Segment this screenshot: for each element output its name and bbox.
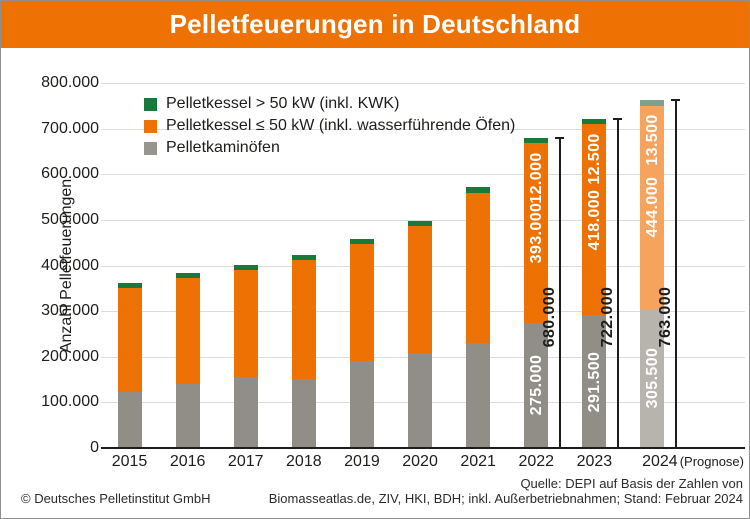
forecast-note: (Prognose) xyxy=(679,454,744,469)
x-tick-label: 2020 xyxy=(402,453,438,470)
bar-total-label: 763.000 xyxy=(657,286,675,348)
bar-segment xyxy=(233,377,258,448)
total-bracket-line xyxy=(675,99,678,448)
bar-segment xyxy=(524,322,549,448)
bar-segment xyxy=(349,243,374,362)
x-tick-label: 2015 xyxy=(111,453,148,470)
bar-segment xyxy=(466,187,491,193)
bar-segment xyxy=(291,259,316,380)
y-tick-label: 800.000 xyxy=(41,74,99,91)
bar-segment xyxy=(582,315,607,448)
total-bracket-line xyxy=(559,137,562,448)
legend: Pelletkessel > 50 kW (inkl. KWK) Pelletke… xyxy=(144,93,515,159)
legend-item: Pelletkessel ≤ 50 kW (inkl. wasserführen… xyxy=(144,115,515,137)
total-bracket-cap xyxy=(613,117,623,120)
bar-segment xyxy=(524,143,549,323)
forecast-year: 2024 xyxy=(642,453,678,470)
legend-swatch-icon xyxy=(144,141,157,155)
bar-segment xyxy=(349,238,374,244)
legend-label: Pelletkessel > 50 kW (inkl. KWK) xyxy=(166,95,400,112)
chart-header: Pelletfeuerungen in Deutschland xyxy=(1,1,749,48)
y-tick-label: 500.000 xyxy=(41,210,99,228)
bar-segment xyxy=(640,99,665,107)
legend-swatch-icon xyxy=(144,119,157,133)
bar-segment xyxy=(117,391,142,448)
legend-label: Pelletkaminöfen xyxy=(166,139,280,156)
bar-segment xyxy=(233,269,258,378)
gridline xyxy=(101,174,745,176)
copyright-text: © Deutsches Pelletinstitut GmbH xyxy=(21,491,211,506)
total-bracket-cap xyxy=(671,98,681,101)
bar-value-label: 393.000 xyxy=(528,202,546,264)
total-bracket-cap xyxy=(555,136,565,139)
x-tick-label: 2019 xyxy=(344,453,380,470)
bar-segment xyxy=(466,192,491,343)
bar-segment xyxy=(640,106,665,309)
bar-segment xyxy=(582,124,607,315)
bar-segment xyxy=(291,254,316,260)
source-line-1: Quelle: DEPI auf Basis der Zahlen von xyxy=(520,476,743,491)
x-axis-line xyxy=(101,447,745,449)
bar-segment xyxy=(117,283,142,288)
legend-swatch-icon xyxy=(144,97,157,111)
bar-segment xyxy=(408,352,433,448)
bar-value-label: 444.000 xyxy=(644,177,662,238)
y-tick-label: 400.000 xyxy=(41,256,99,274)
bar-segment xyxy=(582,118,607,125)
bar-segment xyxy=(349,361,374,448)
x-tick-label: 2017 xyxy=(227,453,264,470)
chart-title: Pelletfeuerungen in Deutschland xyxy=(169,9,581,39)
bar-value-label: 305.500 xyxy=(644,347,662,409)
bar-segment xyxy=(640,308,665,448)
total-bracket-line xyxy=(617,118,620,448)
bar-value-label: 12.000 xyxy=(528,152,546,204)
bar-value-label: 418.000 xyxy=(586,189,604,250)
bar-segment xyxy=(291,379,316,448)
y-tick-label: 700.000 xyxy=(41,119,99,137)
legend-item: Pelletkaminöfen xyxy=(144,137,515,159)
bar-value-label: 275.000 xyxy=(528,354,546,416)
bar-segment xyxy=(524,137,549,144)
gridline xyxy=(101,128,745,130)
bar-value-label: 291.500 xyxy=(586,351,604,412)
bar-value-label: 13.500 xyxy=(644,114,662,166)
gridline xyxy=(101,83,745,84)
bar-total-label: 680.000 xyxy=(541,286,559,348)
x-tick-label: 2023 xyxy=(576,453,613,470)
source-text: Quelle: DEPI auf Basis der Zahlen von Bi… xyxy=(269,476,743,506)
y-tick-label: 600.000 xyxy=(41,165,99,183)
y-tick-label: 100.000 xyxy=(41,393,99,411)
legend-item: Pelletkessel > 50 kW (inkl. KWK) xyxy=(144,93,515,115)
bar-segment xyxy=(408,226,433,353)
x-tick-label: 2022 xyxy=(518,453,555,470)
bar-segment xyxy=(175,383,200,448)
x-tick-label-forecast: 2024 (Prognose) xyxy=(642,453,744,471)
bar-segment xyxy=(466,342,491,448)
bar-segment xyxy=(408,221,433,227)
bar-total-label: 722.000 xyxy=(599,286,617,348)
y-tick-label: 0 xyxy=(90,439,99,456)
bar-segment xyxy=(233,265,258,270)
bar-segment xyxy=(175,277,200,384)
y-tick-label: 200.000 xyxy=(41,347,99,365)
x-tick-label: 2018 xyxy=(286,453,322,470)
y-tick-label: 300.000 xyxy=(41,302,99,320)
bar-segment xyxy=(175,273,200,278)
x-tick-label: 2021 xyxy=(460,453,496,470)
bar-value-label: 12.500 xyxy=(586,132,604,185)
x-tick-label: 2016 xyxy=(169,453,206,470)
source-line-2: Biomasseatlas.de, ZIV, HKI, BDH; inkl. A… xyxy=(268,491,743,506)
gridline xyxy=(101,219,745,221)
bar-segment xyxy=(117,287,142,392)
legend-label: Pelletkessel ≤ 50 kW (inkl. wasserführen… xyxy=(166,117,516,134)
